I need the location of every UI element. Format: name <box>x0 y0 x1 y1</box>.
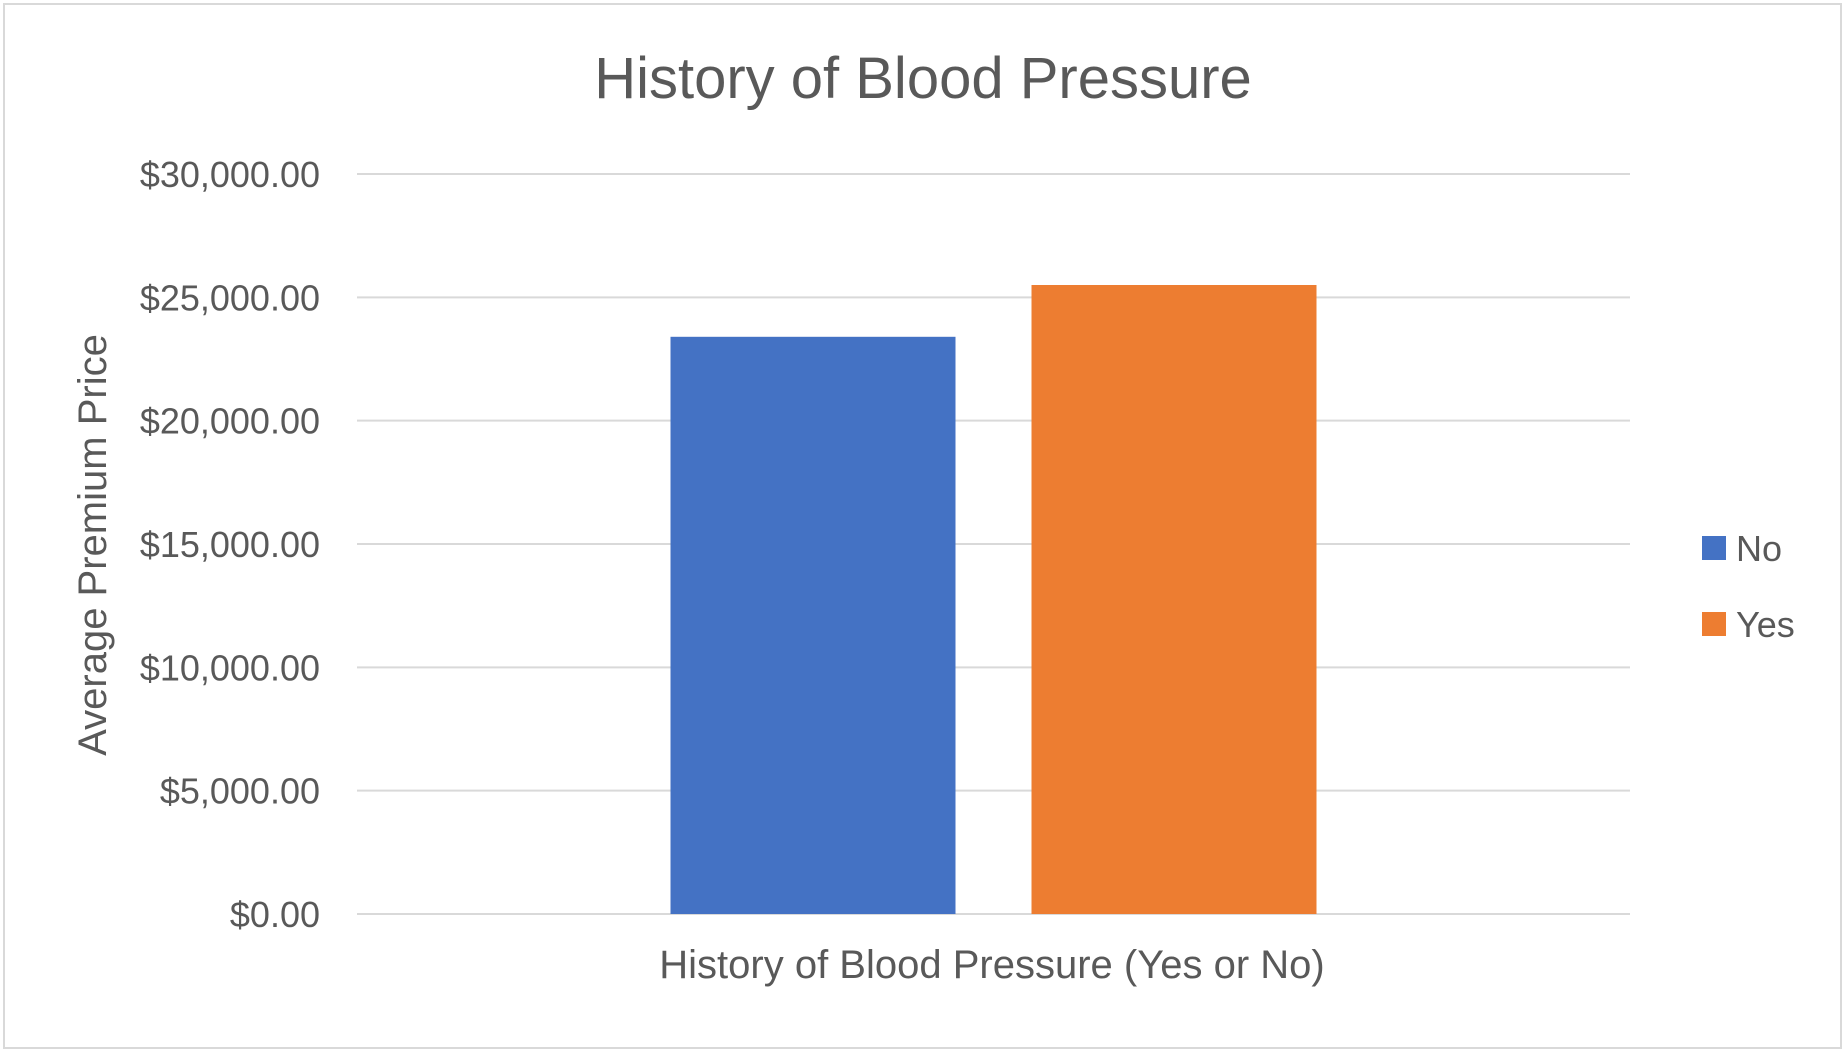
y-tick-label: $15,000.00 <box>140 524 320 565</box>
y-axis-label: Average Premium Price <box>71 334 115 756</box>
legend-swatch-yes <box>1702 612 1726 636</box>
legend-label-yes: Yes <box>1736 604 1795 645</box>
x-axis-label: History of Blood Pressure (Yes or No) <box>659 943 1324 987</box>
chart-title: History of Blood Pressure <box>594 46 1252 111</box>
legend-label-no: No <box>1736 528 1782 569</box>
bars <box>670 285 1317 914</box>
y-axis-ticks: $0.00 $5,000.00 $10,000.00 $15,000.00 $20,00… <box>140 154 320 935</box>
y-tick-label: $20,000.00 <box>140 401 320 442</box>
gridlines <box>357 173 1630 915</box>
y-tick-label: $30,000.00 <box>140 154 320 195</box>
y-tick-label: $25,000.00 <box>140 277 320 318</box>
bar-no <box>670 336 956 914</box>
y-tick-label: $0.00 <box>230 894 320 935</box>
y-tick-label: $5,000.00 <box>160 771 320 812</box>
y-tick-label: $10,000.00 <box>140 647 320 688</box>
bar-yes <box>1031 285 1317 914</box>
legend-swatch-no <box>1702 536 1726 560</box>
legend: No Yes <box>1702 528 1795 645</box>
